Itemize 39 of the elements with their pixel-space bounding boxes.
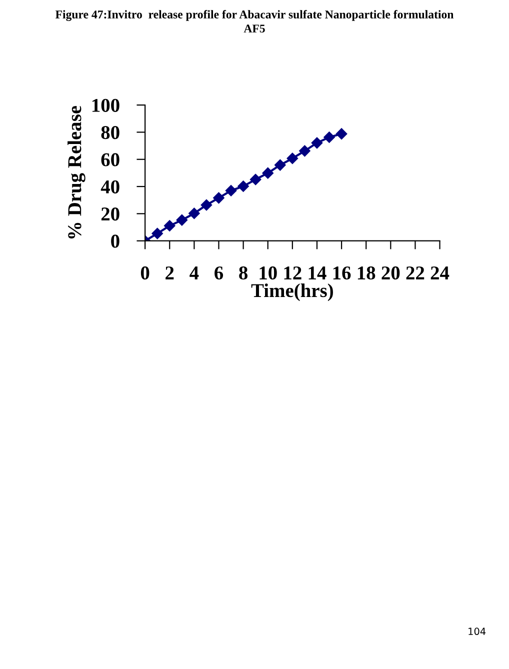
x-axis-title: Time(hrs)	[251, 283, 333, 302]
x-tick-label: 6	[214, 266, 224, 280]
y-tick-label: 20	[101, 207, 120, 221]
point	[311, 137, 323, 149]
x-tick-label: 18	[358, 266, 376, 280]
x-tick-label: 4	[190, 266, 199, 280]
y-axis-title: % Drug Release	[68, 106, 86, 238]
x-tick-label: 16	[333, 266, 351, 280]
point	[188, 208, 200, 220]
x-tick-label: 0	[140, 266, 150, 280]
point	[164, 220, 176, 232]
y-tick-label: 100	[92, 98, 120, 112]
point	[299, 145, 310, 157]
x-tick-label: 14	[308, 266, 326, 280]
chart-title: Figure 47:Invitro release profile for Abacavir sulfate Nanoparticle formulation AF5	[55, 10, 454, 33]
y-tick-label: 40	[100, 180, 120, 194]
x-tick-label: 10	[260, 266, 277, 280]
point	[200, 199, 212, 211]
x-tick-label: 8	[239, 266, 248, 280]
point	[225, 184, 237, 196]
y-tick-label: 60	[101, 153, 120, 166]
text: 104	[468, 628, 486, 636]
x-tick-label: 12	[284, 266, 302, 280]
y-tick-label: 80	[101, 126, 120, 140]
point	[286, 152, 298, 164]
x-tick-label: 2	[166, 266, 174, 280]
point	[336, 128, 348, 140]
x-tick-label: 24	[430, 266, 450, 280]
x-tick-label: 20	[382, 266, 400, 280]
point	[262, 167, 274, 179]
point	[213, 192, 224, 204]
point	[152, 228, 163, 240]
x-tick-label: 22	[406, 266, 424, 280]
point	[274, 159, 286, 171]
point	[238, 180, 249, 192]
point	[176, 214, 188, 226]
point	[324, 132, 335, 143]
point	[250, 174, 262, 186]
y-tick-label: 0	[111, 234, 120, 248]
